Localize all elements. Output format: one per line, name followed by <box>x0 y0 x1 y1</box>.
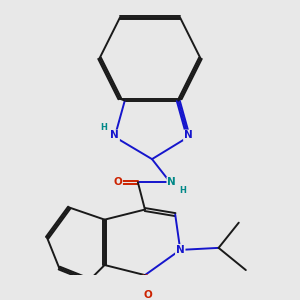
Text: H: H <box>179 186 186 195</box>
Text: O: O <box>144 290 152 300</box>
Text: N: N <box>184 130 193 140</box>
Text: O: O <box>113 177 122 187</box>
Text: N: N <box>167 177 176 187</box>
Text: H: H <box>100 123 106 132</box>
Text: N: N <box>110 130 119 140</box>
Text: N: N <box>176 245 184 255</box>
